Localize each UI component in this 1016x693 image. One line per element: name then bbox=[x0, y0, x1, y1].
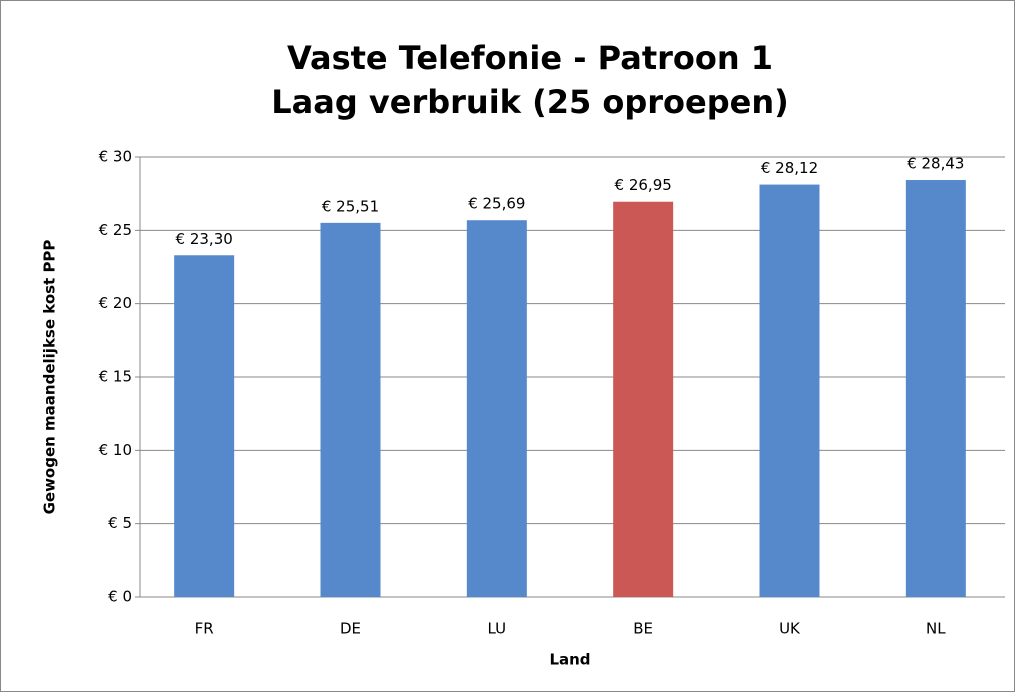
data-label: € 23,30 bbox=[176, 230, 233, 248]
x-tick-label: UK bbox=[779, 620, 801, 638]
bar bbox=[613, 201, 674, 597]
x-tick-label: NL bbox=[926, 620, 946, 638]
data-label: € 28,43 bbox=[907, 155, 964, 173]
x-tick-label: DE bbox=[340, 620, 361, 638]
y-tick-label: € 0 bbox=[108, 588, 132, 606]
bar bbox=[905, 180, 966, 597]
x-axis-title: Land bbox=[549, 651, 590, 669]
x-tick-label: BE bbox=[633, 620, 653, 638]
data-label: € 26,95 bbox=[615, 176, 672, 194]
y-tick-label: € 20 bbox=[99, 294, 132, 312]
chart-subtitle: Laag verbruik (25 oproepen) bbox=[271, 83, 789, 121]
chart-title: Vaste Telefonie - Patroon 1 bbox=[287, 39, 773, 77]
data-label: € 25,51 bbox=[322, 197, 379, 215]
x-tick-label: LU bbox=[488, 620, 507, 638]
x-tick-label: FR bbox=[195, 620, 214, 638]
y-tick-label: € 25 bbox=[99, 221, 132, 239]
bar bbox=[466, 220, 527, 598]
y-tick-label: € 15 bbox=[99, 368, 132, 386]
data-label: € 25,69 bbox=[468, 195, 525, 213]
bar bbox=[759, 184, 820, 597]
y-tick-label: € 10 bbox=[99, 441, 132, 459]
y-axis-title: Gewogen maandelijkse kost PPP bbox=[41, 240, 59, 515]
bar bbox=[174, 255, 235, 597]
y-tick-label: € 5 bbox=[108, 514, 132, 532]
y-tick-label: € 30 bbox=[99, 148, 132, 166]
data-label: € 28,12 bbox=[761, 159, 818, 177]
bar bbox=[320, 222, 381, 597]
